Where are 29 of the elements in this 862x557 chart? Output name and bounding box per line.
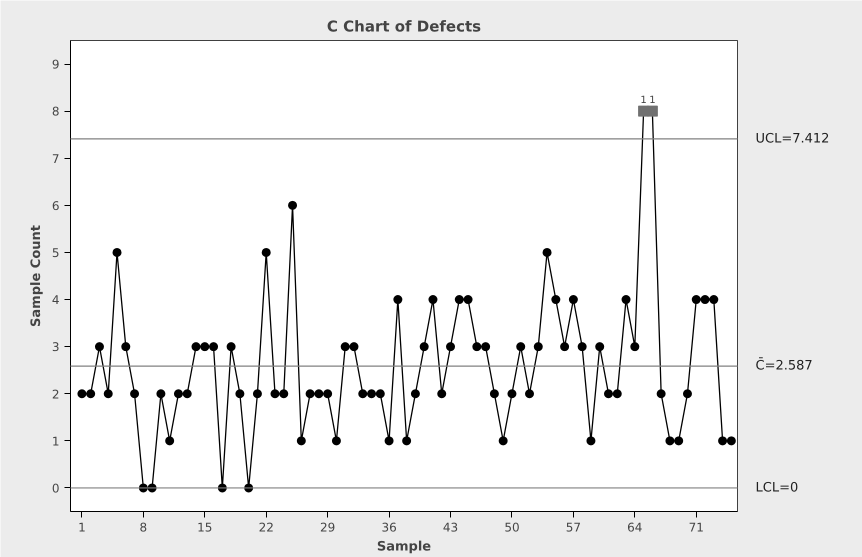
x-tick-label: 50 — [504, 520, 520, 534]
y-tick-label: 1 — [52, 434, 60, 448]
y-tick-label: 2 — [52, 387, 60, 402]
y-tick-label: 3 — [52, 340, 60, 354]
x-tick-label: 29 — [320, 520, 336, 534]
x-tick-label: 43 — [442, 520, 458, 534]
x-tick-label: 71 — [688, 520, 704, 534]
ref-line-label: LCL=0 — [756, 480, 798, 496]
y-tick-label: 0 — [52, 481, 60, 496]
y-tick-label: 5 — [52, 246, 60, 260]
y-tick-label: 9 — [52, 58, 60, 72]
chart-title: C Chart of Defects — [326, 18, 482, 36]
x-tick-label: 8 — [140, 520, 148, 534]
y-tick-label: 6 — [52, 198, 60, 213]
x-tick-label: 15 — [197, 520, 212, 534]
x-tick-label: 1 — [78, 520, 86, 534]
x-tick-label: 36 — [381, 520, 397, 534]
x-tick-label: 57 — [566, 520, 582, 534]
ref-line-label: UCL=7.412 — [756, 131, 830, 146]
annotation: 1 — [640, 95, 647, 106]
annotation: 1 — [649, 95, 656, 106]
y-tick-label: 7 — [52, 152, 60, 166]
x-axis-title: Sample — [376, 540, 432, 554]
y-tick-label: 8 — [52, 104, 60, 119]
x-tick-label: 22 — [258, 520, 274, 534]
y-axis-title: Sample Count — [28, 225, 44, 327]
y-tick-label: 4 — [52, 293, 60, 308]
x-tick-label: 64 — [627, 520, 642, 534]
ref-line-label: C̄=2.587 — [756, 357, 813, 374]
